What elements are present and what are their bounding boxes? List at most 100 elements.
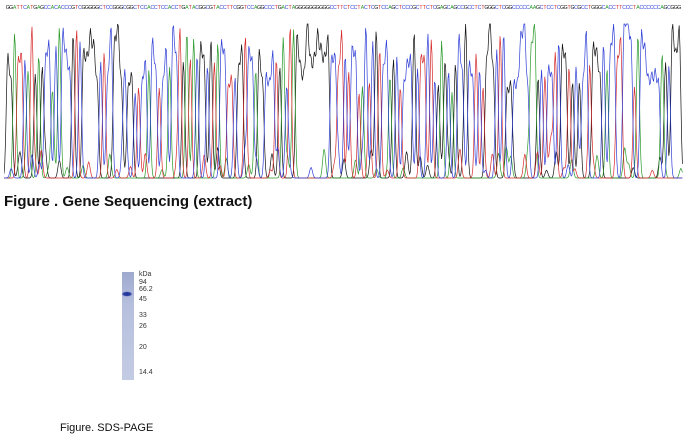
base-call: G (536, 5, 540, 11)
base-call: C (426, 5, 430, 11)
base-call: T (337, 5, 341, 11)
base-call: G (663, 5, 667, 11)
base-call: G (199, 5, 203, 11)
marker-label-14-4: 14.4 (139, 369, 153, 376)
marker-label-45: 45 (139, 296, 147, 303)
base-call: A (361, 5, 365, 11)
base-call: C (109, 5, 113, 11)
base-call: C (467, 5, 471, 11)
base-call: C (264, 5, 268, 11)
base-call: C (223, 5, 227, 11)
base-call: T (158, 5, 162, 11)
base-call: A (660, 5, 664, 11)
base-call: C (195, 5, 199, 11)
base-call: C (581, 5, 585, 11)
base-call: T (399, 5, 403, 11)
base-call: G (564, 5, 568, 11)
base-call: A (281, 5, 285, 11)
base-call: G (261, 5, 265, 11)
base-call: T (137, 5, 141, 11)
base-call: C (460, 5, 464, 11)
base-call: A (13, 5, 17, 11)
base-call: A (58, 5, 62, 11)
base-call: G (240, 5, 244, 11)
base-call: G (595, 5, 599, 11)
base-call: G (309, 5, 313, 11)
base-call: A (636, 5, 640, 11)
base-call: C (409, 5, 413, 11)
base-call: C (629, 5, 633, 11)
base-call: T (244, 5, 248, 11)
base-call: G (119, 5, 123, 11)
base-call: G (116, 5, 120, 11)
base-call: T (543, 5, 547, 11)
base-call: C (247, 5, 251, 11)
base-call: T (619, 5, 623, 11)
sds-page-gel-lane (122, 272, 134, 380)
base-call: G (491, 5, 495, 11)
base-call: C (250, 5, 254, 11)
base-call: G (484, 5, 488, 11)
base-call: G (209, 5, 213, 11)
base-call: C (495, 5, 499, 11)
base-call: G (130, 5, 134, 11)
base-call: C (519, 5, 523, 11)
base-call: A (254, 5, 258, 11)
base-call: G (92, 5, 96, 11)
base-call: C (206, 5, 210, 11)
base-call: G (509, 5, 513, 11)
base-call: T (347, 5, 351, 11)
base-call: C (68, 5, 72, 11)
base-call: G (577, 5, 581, 11)
base-call: G (323, 5, 327, 11)
base-call: C (354, 5, 358, 11)
base-call: T (16, 5, 20, 11)
base-call: C (602, 5, 606, 11)
base-call: C (540, 5, 544, 11)
gel-lane-background (122, 272, 134, 380)
base-call: C (526, 5, 530, 11)
base-call: G (81, 5, 85, 11)
base-call: C (650, 5, 654, 11)
base-call: T (567, 5, 571, 11)
base-call: C (626, 5, 630, 11)
base-call: A (533, 5, 537, 11)
base-call: G (112, 5, 116, 11)
protein-band (122, 291, 133, 297)
base-call: T (475, 5, 479, 11)
base-call: A (27, 5, 31, 11)
base-call: C (502, 5, 506, 11)
base-call: A (529, 5, 533, 11)
base-call: G (560, 5, 564, 11)
base-call: C (78, 5, 82, 11)
base-call: C (233, 5, 237, 11)
base-call: G (674, 5, 678, 11)
base-call: C (557, 5, 561, 11)
base-call: C (385, 5, 389, 11)
base-call: G (181, 5, 185, 11)
base-call: G (33, 5, 37, 11)
base-call: C (333, 5, 337, 11)
base-call: C (657, 5, 661, 11)
base-call: G (257, 5, 261, 11)
base-call: C (609, 5, 613, 11)
base-call: C (622, 5, 626, 11)
base-call: G (236, 5, 240, 11)
gel-unit-label: kDa (139, 271, 152, 278)
base-call: C (547, 5, 551, 11)
base-call: C (395, 5, 399, 11)
base-call: G (443, 5, 447, 11)
gene-sequencing-caption: Figure . Gene Sequencing (extract) (4, 193, 253, 210)
base-call: C (416, 5, 420, 11)
base-call: T (178, 5, 182, 11)
base-call: C (343, 5, 347, 11)
base-call: C (584, 5, 588, 11)
base-call: T (588, 5, 592, 11)
base-call: C (646, 5, 650, 11)
base-call: C (402, 5, 406, 11)
base-call: A (51, 5, 55, 11)
base-call: G (85, 5, 89, 11)
base-call: G (677, 5, 681, 11)
base-call: C (164, 5, 168, 11)
